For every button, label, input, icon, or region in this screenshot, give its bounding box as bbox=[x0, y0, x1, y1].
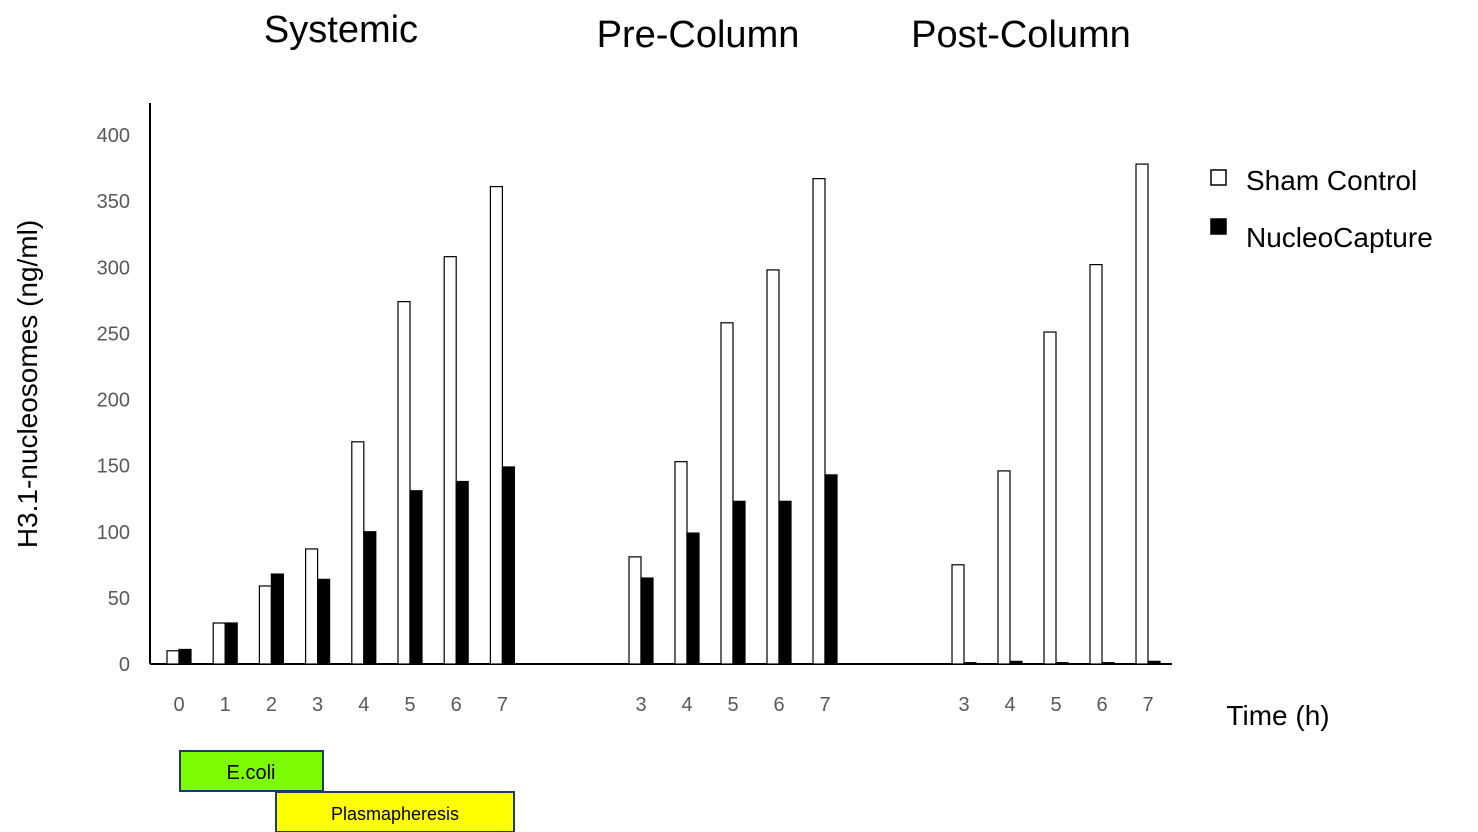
bar-sham-control bbox=[443, 256, 457, 665]
bar-sham-control bbox=[951, 564, 965, 665]
bar-sham-control bbox=[720, 322, 734, 665]
x-tick-label: 5 bbox=[727, 694, 738, 716]
x-tick-label: 5 bbox=[1050, 694, 1061, 716]
x-tick-label: 4 bbox=[358, 694, 369, 716]
bar-nucleocapture bbox=[640, 577, 654, 665]
y-tick-label: 400 bbox=[97, 125, 130, 147]
bar-nucleocapture bbox=[824, 474, 838, 665]
x-tick-label: 1 bbox=[220, 694, 231, 716]
bar-nucleocapture bbox=[224, 622, 238, 665]
bar-sham-control bbox=[1135, 163, 1149, 665]
y-tick-label: 250 bbox=[97, 323, 130, 345]
bar-sham-control bbox=[997, 470, 1011, 665]
x-tick-label: 0 bbox=[173, 694, 184, 716]
y-tick-label: 300 bbox=[97, 257, 130, 279]
group-title-pre-column: Pre-Column bbox=[597, 14, 800, 56]
x-tick-label: 3 bbox=[958, 694, 969, 716]
x-tick-label: 6 bbox=[773, 694, 784, 716]
x-tick-label: 6 bbox=[451, 694, 462, 716]
y-tick-label: 350 bbox=[97, 191, 130, 213]
y-tick-label: 0 bbox=[119, 654, 130, 676]
bar-sham-control bbox=[1043, 331, 1057, 665]
y-tick-label: 150 bbox=[97, 456, 130, 478]
bar-nucleocapture bbox=[732, 500, 746, 665]
legend-label-sham-control: Sham Control bbox=[1246, 165, 1417, 196]
bar-sham-control bbox=[674, 461, 688, 665]
bar-nucleocapture bbox=[963, 662, 977, 665]
bar-nucleocapture bbox=[778, 500, 792, 665]
legend-swatch-nucleocapture bbox=[1210, 218, 1227, 235]
bar-nucleocapture bbox=[270, 573, 284, 665]
bar-nucleocapture bbox=[1147, 660, 1161, 665]
x-axis-label: Time (h) bbox=[1226, 700, 1329, 731]
x-tick-label: 7 bbox=[819, 694, 830, 716]
x-tick-label: 6 bbox=[1096, 694, 1107, 716]
bar-nucleocapture bbox=[1101, 662, 1115, 665]
bar-nucleocapture bbox=[1055, 662, 1069, 665]
plasmapheresis-label: Plasmapheresis bbox=[331, 804, 459, 824]
x-tick-label: 2 bbox=[266, 694, 277, 716]
ecoli-box bbox=[179, 750, 324, 792]
bar-sham-control bbox=[258, 585, 272, 665]
bar-nucleocapture bbox=[178, 648, 192, 665]
x-ticks: 0 1 2 3 4 5 6 7 3 4 5 6 7 3 4 5 6 7 bbox=[173, 694, 1153, 716]
bar-nucleocapture bbox=[363, 531, 377, 665]
x-tick-label: 3 bbox=[635, 694, 646, 716]
bar-nucleocapture bbox=[686, 532, 700, 665]
group-title-post-column: Post-Column bbox=[911, 14, 1131, 56]
x-tick-label: 4 bbox=[1004, 694, 1015, 716]
bar-nucleocapture bbox=[317, 578, 331, 665]
bar-sham-control bbox=[397, 301, 411, 665]
bar-sham-control bbox=[1089, 264, 1103, 665]
x-tick-label: 7 bbox=[497, 694, 508, 716]
y-ticks: 0 50 100 150 200 250 300 350 400 bbox=[97, 125, 130, 676]
bar-sham-control bbox=[212, 622, 226, 665]
legend-label-nucleocapture: NucleoCapture bbox=[1246, 222, 1433, 253]
bar-nucleocapture bbox=[455, 480, 469, 665]
bar-sham-control bbox=[766, 269, 780, 665]
y-tick-label: 200 bbox=[97, 390, 130, 412]
bar-sham-control bbox=[351, 441, 365, 665]
bars bbox=[166, 163, 1161, 665]
x-tick-label: 5 bbox=[404, 694, 415, 716]
x-tick-label: 4 bbox=[681, 694, 692, 716]
bar-nucleocapture bbox=[1009, 660, 1023, 665]
bar-sham-control bbox=[489, 185, 503, 665]
bar-sham-control bbox=[628, 556, 642, 665]
bar-nucleocapture bbox=[409, 490, 423, 665]
y-tick-label: 50 bbox=[108, 588, 130, 610]
ecoli-label: E.coli bbox=[227, 762, 276, 784]
y-tick-label: 100 bbox=[97, 522, 130, 544]
bar-sham-control bbox=[305, 548, 319, 665]
bar-sham-control bbox=[166, 650, 180, 665]
x-tick-label: 7 bbox=[1142, 694, 1153, 716]
plasmapheresis-box bbox=[275, 791, 515, 832]
y-axis-label: H3.1-nucleosomes (ng/ml) bbox=[12, 220, 43, 548]
bar-nucleocapture bbox=[501, 466, 515, 665]
x-tick-label: 3 bbox=[312, 694, 323, 716]
group-title-systemic: Systemic bbox=[264, 9, 418, 51]
bar-sham-control bbox=[812, 178, 826, 665]
legend-swatch-sham-control bbox=[1210, 169, 1227, 186]
